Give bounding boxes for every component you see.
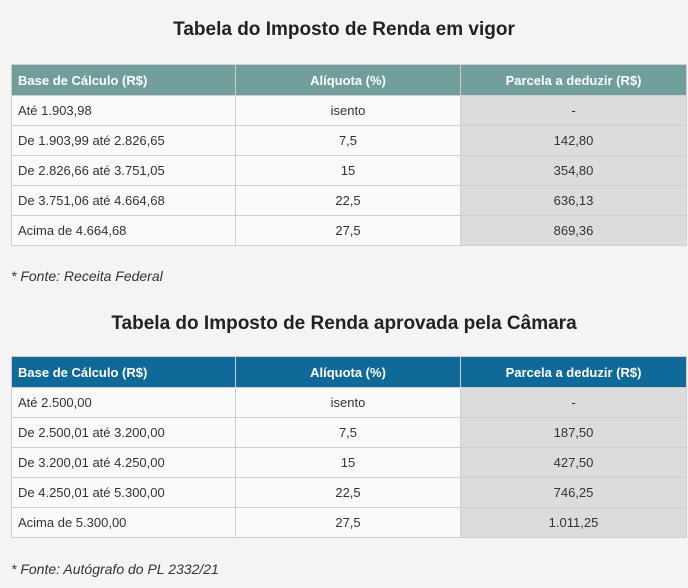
cell-aliquota: 7,5: [235, 125, 461, 156]
cell-parcela: 1.011,25: [460, 507, 687, 538]
cell-parcela: 427,50: [460, 447, 687, 478]
table2-source: * Fonte: Autógrafo do PL 2332/21: [11, 561, 219, 577]
table-row: De 2.826,66 até 3.751,05 15 354,80: [11, 155, 687, 186]
table-header-row: Base de Cálculo (R$) Alíquota (%) Parcel…: [11, 356, 687, 388]
cell-base: De 4.250,01 até 5.300,00: [11, 477, 236, 508]
cell-aliquota: 27,5: [235, 507, 461, 538]
cell-base: De 2.826,66 até 3.751,05: [11, 155, 236, 186]
cell-base: Acima de 4.664,68: [11, 215, 236, 246]
table2-title: Tabela do Imposto de Renda aprovada pela…: [111, 313, 577, 334]
header-parcela-deduzir: Parcela a deduzir (R$): [460, 64, 687, 96]
cell-aliquota: isento: [235, 387, 461, 418]
cell-aliquota: 15: [235, 447, 461, 478]
cell-base: Acima de 5.300,00: [11, 507, 236, 538]
header-base-calculo: Base de Cálculo (R$): [11, 356, 236, 388]
cell-parcela: 142,80: [460, 125, 687, 156]
cell-base: De 3.751,06 até 4.664,68: [11, 185, 236, 216]
cell-aliquota: 7,5: [235, 417, 461, 448]
tax-table-current: Base de Cálculo (R$) Alíquota (%) Parcel…: [11, 64, 687, 246]
table1-title: Tabela do Imposto de Renda em vigor: [173, 19, 515, 40]
table1-source: * Fonte: Receita Federal: [11, 268, 163, 284]
tax-table-approved: Base de Cálculo (R$) Alíquota (%) Parcel…: [11, 356, 687, 538]
cell-aliquota: 15: [235, 155, 461, 186]
table-row: De 1.903,99 até 2.826,65 7,5 142,80: [11, 125, 687, 156]
cell-base: De 2.500,01 até 3.200,00: [11, 417, 236, 448]
table-row: De 2.500,01 até 3.200,00 7,5 187,50: [11, 417, 687, 448]
cell-aliquota: 27,5: [235, 215, 461, 246]
table-header-row: Base de Cálculo (R$) Alíquota (%) Parcel…: [11, 64, 687, 96]
table-row: Acima de 4.664,68 27,5 869,36: [11, 215, 687, 246]
cell-base: De 1.903,99 até 2.826,65: [11, 125, 236, 156]
table-row: Até 1.903,98 isento -: [11, 95, 687, 126]
table-row: Até 2.500,00 isento -: [11, 387, 687, 418]
table-row: Acima de 5.300,00 27,5 1.011,25: [11, 507, 687, 538]
cell-aliquota: 22,5: [235, 185, 461, 216]
cell-parcela: 354,80: [460, 155, 687, 186]
table-row: De 3.200,01 até 4.250,00 15 427,50: [11, 447, 687, 478]
header-base-calculo: Base de Cálculo (R$): [11, 64, 236, 96]
cell-parcela: 187,50: [460, 417, 687, 448]
table-row: De 3.751,06 até 4.664,68 22,5 636,13: [11, 185, 687, 216]
cell-base: De 3.200,01 até 4.250,00: [11, 447, 236, 478]
header-aliquota: Alíquota (%): [235, 356, 461, 388]
cell-base: Até 1.903,98: [11, 95, 236, 126]
cell-parcela: 869,36: [460, 215, 687, 246]
cell-parcela: -: [460, 95, 687, 126]
cell-aliquota: 22,5: [235, 477, 461, 508]
header-parcela-deduzir: Parcela a deduzir (R$): [460, 356, 687, 388]
cell-aliquota: isento: [235, 95, 461, 126]
cell-base: Até 2.500,00: [11, 387, 236, 418]
header-aliquota: Alíquota (%): [235, 64, 461, 96]
cell-parcela: 746,25: [460, 477, 687, 508]
cell-parcela: -: [460, 387, 687, 418]
table-row: De 4.250,01 até 5.300,00 22,5 746,25: [11, 477, 687, 508]
cell-parcela: 636,13: [460, 185, 687, 216]
